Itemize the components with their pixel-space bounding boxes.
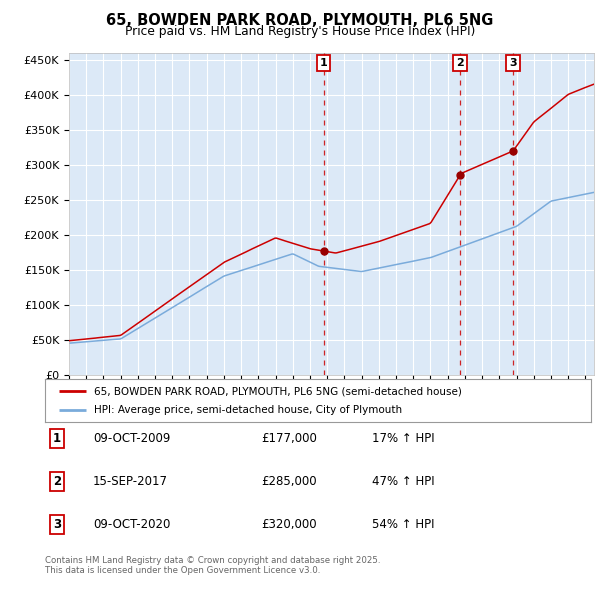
Text: Contains HM Land Registry data © Crown copyright and database right 2025.: Contains HM Land Registry data © Crown c… [45,556,380,565]
Text: 1: 1 [53,432,61,445]
Text: 09-OCT-2009: 09-OCT-2009 [93,432,170,445]
Text: HPI: Average price, semi-detached house, City of Plymouth: HPI: Average price, semi-detached house,… [94,405,402,415]
Text: 1: 1 [320,58,328,68]
Text: 65, BOWDEN PARK ROAD, PLYMOUTH, PL6 5NG (semi-detached house): 65, BOWDEN PARK ROAD, PLYMOUTH, PL6 5NG … [94,386,462,396]
Text: 2: 2 [456,58,464,68]
Text: 3: 3 [53,518,61,531]
Text: 09-OCT-2020: 09-OCT-2020 [93,518,170,531]
Text: 3: 3 [509,58,517,68]
Text: 2: 2 [53,475,61,488]
Text: Price paid vs. HM Land Registry's House Price Index (HPI): Price paid vs. HM Land Registry's House … [125,25,475,38]
Text: £177,000: £177,000 [261,432,317,445]
Text: 54% ↑ HPI: 54% ↑ HPI [372,518,434,531]
Text: £285,000: £285,000 [261,475,317,488]
Text: 65, BOWDEN PARK ROAD, PLYMOUTH, PL6 5NG: 65, BOWDEN PARK ROAD, PLYMOUTH, PL6 5NG [106,13,494,28]
Text: 17% ↑ HPI: 17% ↑ HPI [372,432,434,445]
Text: 47% ↑ HPI: 47% ↑ HPI [372,475,434,488]
Text: 15-SEP-2017: 15-SEP-2017 [93,475,168,488]
Text: This data is licensed under the Open Government Licence v3.0.: This data is licensed under the Open Gov… [45,566,320,575]
Text: £320,000: £320,000 [261,518,317,531]
